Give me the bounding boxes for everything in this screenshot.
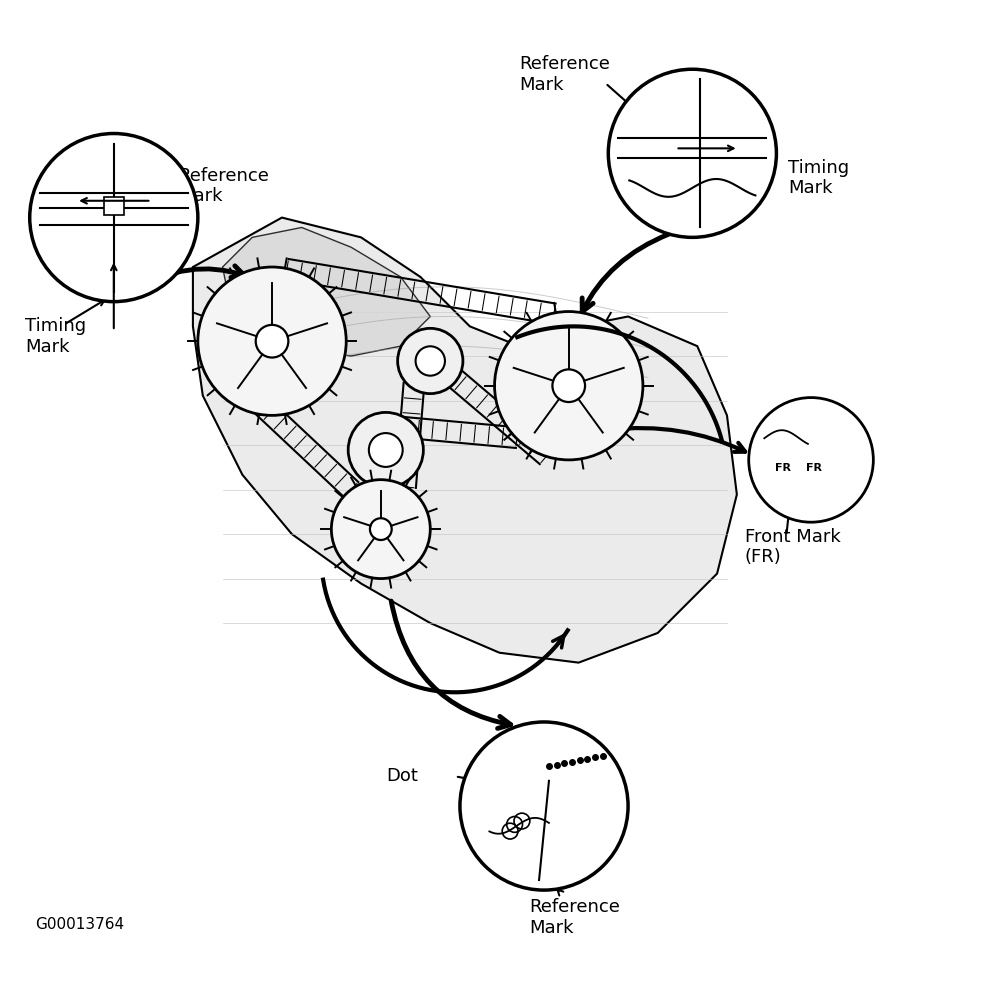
Text: Timing
Mark: Timing Mark [25,316,86,356]
Circle shape [495,312,643,460]
Text: G00013764: G00013764 [35,917,124,933]
Polygon shape [223,227,431,356]
Circle shape [30,134,198,302]
Circle shape [552,370,585,402]
Text: Reference
Mark: Reference Mark [529,898,620,938]
Circle shape [608,69,776,237]
Circle shape [256,324,289,357]
Text: Reference
Mark: Reference Mark [519,54,610,94]
Circle shape [349,412,424,488]
Text: Timing
Mark: Timing Mark [788,158,849,198]
Text: FR: FR [806,463,822,473]
Circle shape [416,346,445,376]
Circle shape [460,722,628,890]
Text: Reference
Mark: Reference Mark [178,166,269,206]
Circle shape [332,480,431,579]
Text: Front Mark
(FR): Front Mark (FR) [745,527,840,567]
Circle shape [398,328,463,394]
Circle shape [369,433,403,467]
Text: FR: FR [775,463,791,473]
Circle shape [370,518,392,540]
Circle shape [198,267,347,415]
Circle shape [748,398,873,522]
Text: Dot: Dot [386,767,418,785]
Polygon shape [193,218,737,663]
Bar [104,197,124,215]
